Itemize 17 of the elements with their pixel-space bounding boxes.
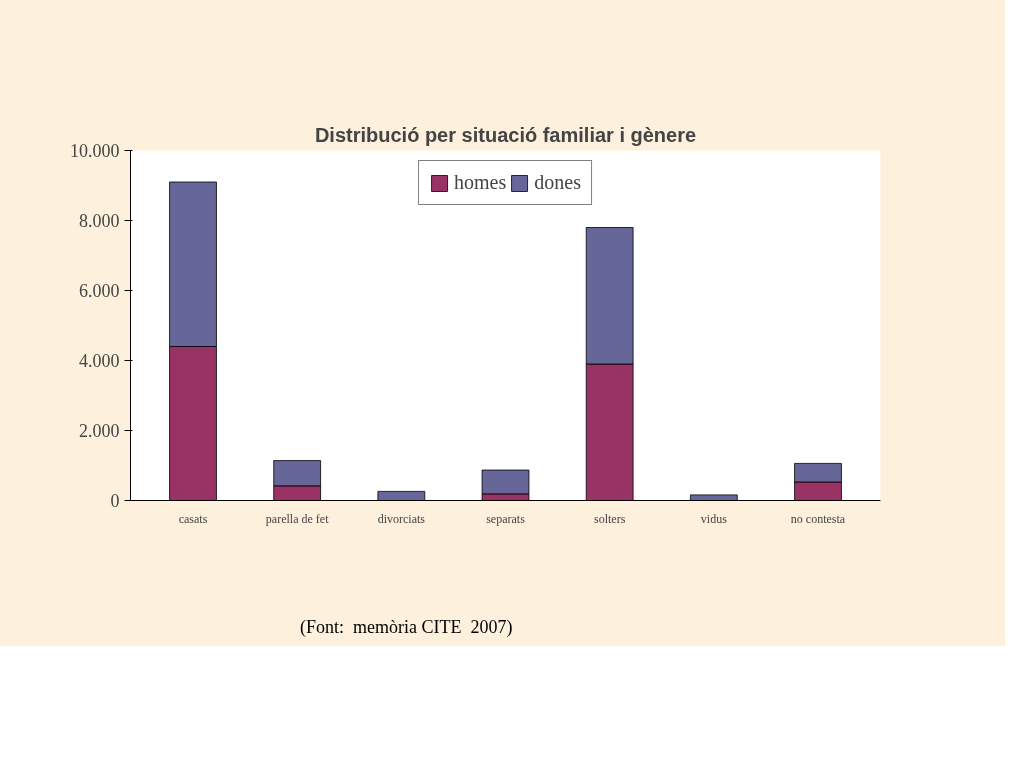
x-tick-label: parella de fet (265, 511, 330, 526)
y-tick-label: 8.000 (79, 211, 120, 231)
x-tick-label: solters (594, 511, 626, 526)
legend-label: dones (534, 171, 581, 194)
y-tick-label: 4.000 (79, 351, 120, 371)
legend-label: homes (454, 171, 507, 194)
x-tick-label: no contesta (790, 511, 846, 526)
x-tick-label: casats (178, 511, 208, 526)
text: (Font: memòria CITE 2007) (300, 616, 513, 639)
x-tick-label: vidus (700, 511, 728, 526)
y-tick-label: 2.000 (79, 421, 120, 441)
chart-title: Distribució per situació familiar i gènere (314, 123, 697, 146)
y-tick-label: 0 (110, 491, 120, 511)
x-tick-label: divorciats (377, 511, 426, 526)
x-tick-label: separats (486, 511, 526, 526)
y-tick-label: 10.000 (70, 141, 120, 161)
y-tick-label: 6.000 (79, 281, 120, 301)
